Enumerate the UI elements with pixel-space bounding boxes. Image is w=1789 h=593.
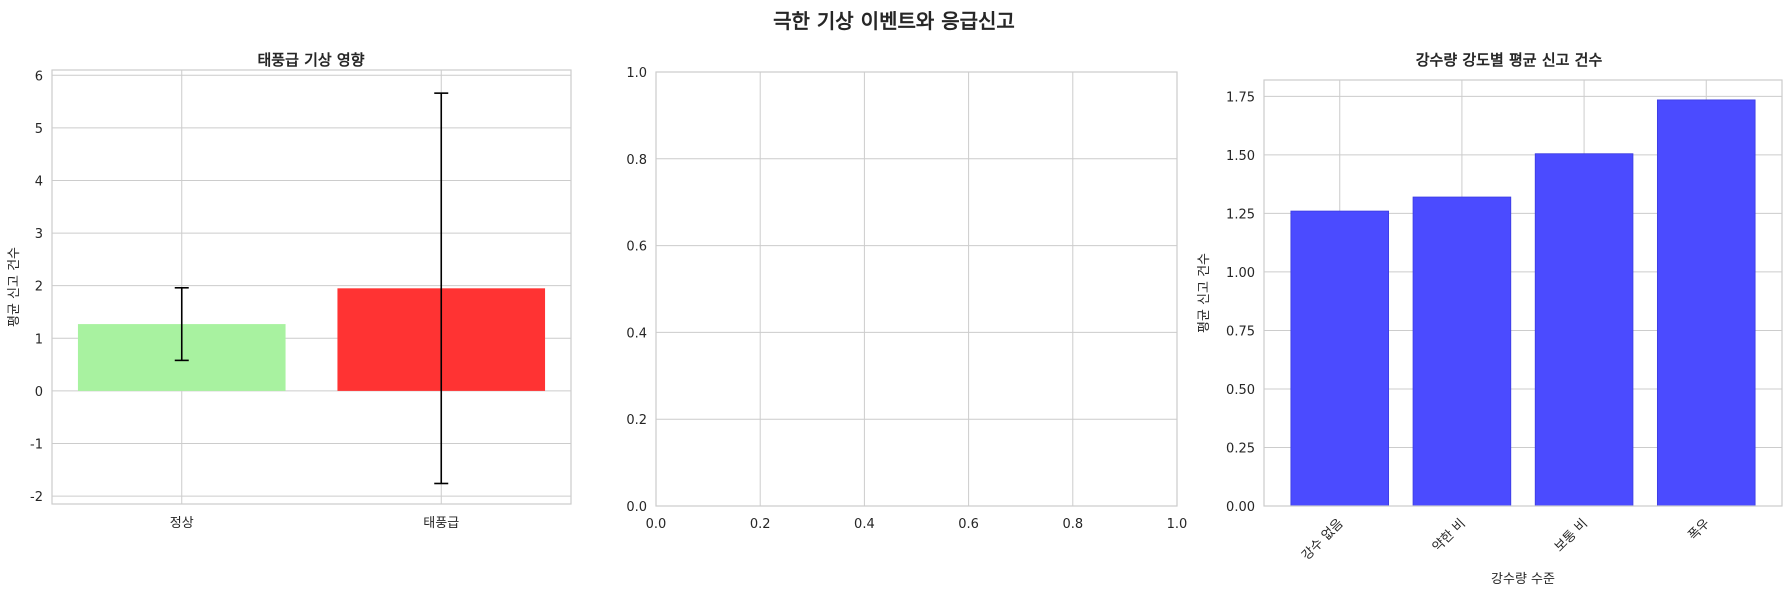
panel-rain-xlabel: 강수량 수준 <box>1491 572 1555 587</box>
panel-typhoon-ytick-label: -1 <box>30 438 43 453</box>
panel-empty-grid <box>655 71 1178 507</box>
panel-rain-ytick-label: 0.25 <box>1226 441 1255 456</box>
panel-typhoon-ytick-label: 5 <box>35 122 43 137</box>
panel-empty-xtick-label: 0.8 <box>1062 517 1083 532</box>
panel-typhoon-ytick-label: 3 <box>35 227 43 242</box>
panel-typhoon-ytick-label: 6 <box>35 69 43 84</box>
panel-empty: 0.0 0.2 0.4 0.6 0.8 1.0 0.0 0.2 0.4 0.6 0.8 1.0 <box>626 66 1187 532</box>
panel-empty-y-ticks: 0.0 0.2 0.4 0.6 0.8 1.0 <box>626 66 647 515</box>
panel-empty-ytick-label: 0.4 <box>626 326 647 341</box>
panel-rain-ytick-label: 0.75 <box>1226 324 1255 339</box>
panel-empty-xtick-label: 0.6 <box>958 517 979 532</box>
panel-empty-ytick-label: 0.2 <box>626 413 647 428</box>
panel-rain-ytick-label: 0.00 <box>1226 500 1255 515</box>
panel-empty-frame <box>655 71 1178 507</box>
panel-rain-bar <box>1290 210 1390 507</box>
panel-empty-xtick-label: 0.2 <box>750 517 771 532</box>
panel-rain-bar <box>1656 99 1756 507</box>
panel-typhoon-xtick-label: 태풍급 <box>423 516 459 531</box>
figure-title: 극한 기상 이벤트와 응급신고 <box>773 9 1015 33</box>
panel-empty-ytick-label: 0.6 <box>626 240 647 255</box>
panel-rain-bar <box>1412 196 1512 507</box>
panel-empty-x-ticks: 0.0 0.2 0.4 0.6 0.8 1.0 <box>646 517 1188 532</box>
panel-empty-xtick-label: 0.0 <box>646 517 667 532</box>
panel-typhoon-y-ticks: -2 -1 0 1 2 3 4 5 6 <box>30 69 43 505</box>
panel-empty-ytick-label: 0.8 <box>626 153 647 168</box>
panel-rain-ylabel: 평균 신고 건수 <box>1197 253 1212 333</box>
panel-rain-ytick-label: 1.50 <box>1226 149 1255 164</box>
panel-typhoon-ytick-label: 1 <box>35 332 43 347</box>
panel-rain: 강수량 강도별 평균 신고 건수 0.00 0.25 0.50 0.75 1.00 1.2… <box>1197 51 1783 587</box>
panel-rain-xtick-label: 약한 비 <box>1430 516 1469 555</box>
panel-rain-ytick-label: 0.50 <box>1226 383 1255 398</box>
panel-rain-ytick-label: 1.25 <box>1226 207 1255 222</box>
panel-typhoon-ytick-label: 4 <box>35 174 43 189</box>
panel-empty-xtick-label: 1.0 <box>1167 517 1188 532</box>
panel-empty-ytick-label: 1.0 <box>626 66 647 81</box>
panel-rain-marks <box>1290 99 1756 507</box>
panel-typhoon-x-ticks: 정상 태풍급 <box>170 516 459 531</box>
panel-typhoon-grid <box>52 70 571 504</box>
panel-rain-y-ticks: 0.00 0.25 0.50 0.75 1.00 1.25 1.50 1.75 <box>1226 90 1255 515</box>
panel-empty-ytick-label: 0.0 <box>626 500 647 515</box>
panel-typhoon-frame <box>51 69 572 505</box>
panel-typhoon-marks <box>77 92 546 485</box>
panel-rain-xtick-label: 강수 없음 <box>1299 516 1346 563</box>
panel-typhoon-ytick-label: 2 <box>35 280 43 295</box>
panel-rain-ytick-label: 1.00 <box>1226 266 1255 281</box>
panel-rain-ytick-label: 1.75 <box>1226 90 1255 105</box>
panel-rain-x-ticks: 강수 없음 약한 비 보통 비 폭우 <box>1299 516 1713 563</box>
panel-typhoon-xtick-label: 정상 <box>170 516 194 531</box>
panel-rain-frame <box>1263 79 1783 507</box>
panel-rain-bar <box>1534 153 1634 507</box>
panel-typhoon-title: 태풍급 기상 영향 <box>257 51 364 69</box>
panel-typhoon-ytick-label: 0 <box>35 385 43 400</box>
panel-rain-xtick-label: 폭우 <box>1686 516 1714 544</box>
panel-typhoon: 태풍급 기상 영향 -2 -1 0 1 2 3 4 5 6 정상 태풍급 평균 신고 건수 <box>7 51 572 531</box>
panel-rain-title: 강수량 강도별 평균 신고 건수 <box>1416 51 1603 69</box>
panel-rain-xtick-label: 보통 비 <box>1552 516 1591 555</box>
panel-typhoon-ytick-label: -2 <box>30 490 43 505</box>
panel-empty-xtick-label: 0.4 <box>854 517 875 532</box>
panel-typhoon-ylabel: 평균 신고 건수 <box>7 247 22 327</box>
